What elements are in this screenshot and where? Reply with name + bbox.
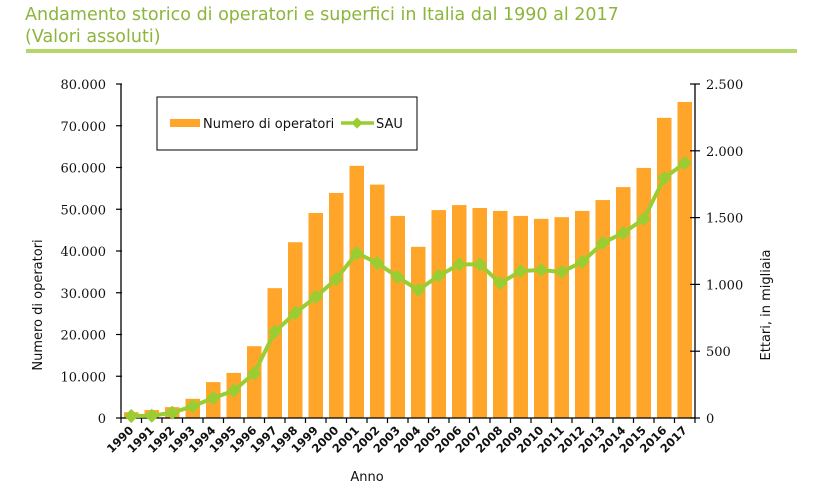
bar-1998: [288, 242, 303, 418]
bar-2007: [472, 207, 487, 418]
y-left-tick-label: 70.000: [61, 120, 107, 135]
y-left-tick-label: 50.000: [61, 203, 107, 218]
chart-title: Andamento storico di operatori e superfi…: [25, 4, 619, 48]
sau-point-2005: [431, 268, 446, 283]
y-left-tick-label: 0: [98, 412, 106, 427]
sau-point-2012: [575, 254, 590, 270]
bar-1999: [308, 213, 323, 418]
sau-point-2008: [493, 275, 508, 291]
bar-series: [124, 101, 692, 418]
sau-point-2016: [657, 170, 672, 186]
sau-point-2004: [411, 282, 426, 298]
legend-swatch-operatori: [170, 119, 200, 127]
legend-label-operatori: Numero di operatori: [203, 117, 334, 132]
bar-2012: [575, 210, 590, 418]
y-right-tick-label: 2.500: [706, 78, 743, 93]
y-right-tick-label: 1.500: [706, 212, 743, 227]
legend-label-sau: SAU: [376, 117, 403, 132]
bar-2008: [493, 210, 508, 418]
y-axis-right-label: Ettari, in migliaia: [759, 250, 774, 361]
bar-2000: [329, 192, 344, 418]
sau-point-2006: [452, 257, 467, 272]
legend: Numero di operatori SAU: [156, 96, 418, 151]
bar-2002: [370, 184, 385, 418]
bar-2011: [554, 217, 569, 418]
bar-2001: [349, 165, 364, 418]
sau-point-1994: [206, 390, 221, 406]
bar-2014: [616, 187, 631, 418]
y-right-tick-label: 0: [706, 412, 714, 427]
bar-1997: [267, 288, 282, 418]
y-left-tick-label: 10.000: [61, 370, 107, 385]
sau-point-2017: [677, 155, 692, 171]
sau-line: [131, 161, 686, 418]
y-axis-left-label: Numero di operatori: [31, 239, 46, 370]
sau-point-2003: [390, 269, 405, 285]
sau-point-2010: [534, 262, 549, 278]
sau-point-1997: [267, 324, 282, 339]
line-series: [124, 155, 692, 424]
title-separator: [26, 49, 797, 53]
sau-point-2009: [513, 263, 528, 279]
sau-point-1995: [226, 383, 241, 398]
sau-point-1993: [185, 399, 200, 414]
sau-point-2001: [349, 245, 364, 261]
sau-point-2011: [554, 264, 569, 280]
sau-point-1991: [144, 408, 159, 423]
sau-point-1992: [165, 405, 180, 420]
sau-point-1999: [308, 289, 323, 305]
bar-2016: [657, 117, 672, 418]
y-right-tick-label: 500: [706, 345, 731, 360]
y-left-tick-label: 20.000: [61, 329, 107, 344]
y-right-tick-label: 2.000: [706, 145, 743, 160]
bar-2015: [636, 167, 651, 418]
bar-2013: [595, 200, 610, 418]
chart-title-line1: Andamento storico di operatori e superfi…: [25, 5, 619, 25]
sau-point-2014: [616, 225, 631, 241]
bar-2005: [431, 210, 446, 418]
chart-title-line2: (Valori assoluti): [25, 27, 161, 47]
x-axis-label: Anno: [350, 470, 383, 485]
sau-point-1998: [288, 305, 303, 321]
bar-2003: [390, 215, 405, 418]
bar-2009: [513, 215, 528, 418]
bar-2006: [452, 205, 467, 418]
sau-point-1990: [124, 408, 139, 424]
sau-point-2000: [329, 271, 344, 287]
bar-2004: [411, 246, 426, 418]
axes: 0 10.000 20.000 30.000 40.000 50.000 60.000 70.…: [61, 78, 744, 456]
y-left-tick-label: 80.000: [61, 78, 107, 93]
y-left-tick-label: 40.000: [61, 245, 107, 260]
y-right-tick-label: 1.000: [706, 278, 743, 293]
bar-1996: [247, 346, 262, 418]
y-left-tick-label: 30.000: [61, 287, 107, 302]
sau-point-2002: [370, 255, 385, 271]
bar-2017: [677, 101, 692, 418]
sau-point-2007: [472, 257, 487, 272]
sau-point-2013: [595, 235, 610, 251]
y-left-tick-label: 60.000: [61, 162, 107, 177]
bar-2010: [534, 218, 549, 418]
sau-point-1996: [247, 366, 262, 381]
sau-point-2015: [636, 211, 651, 227]
